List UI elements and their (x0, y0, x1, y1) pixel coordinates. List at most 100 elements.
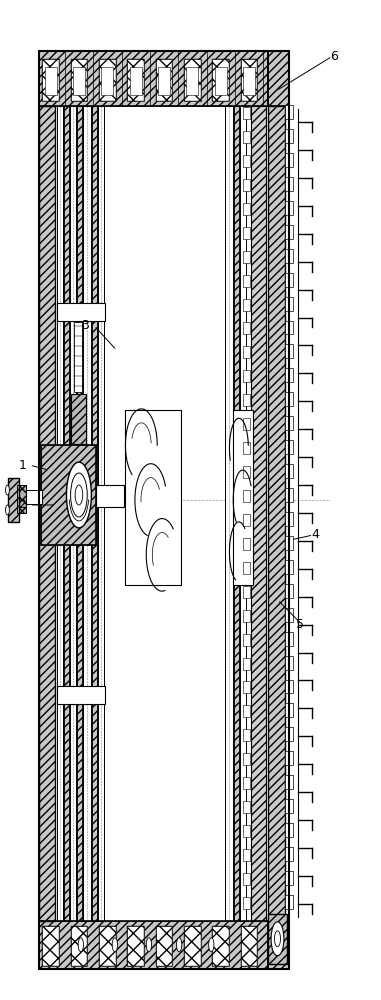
Bar (70, 59, 87, 101)
Bar (243, 873, 250, 885)
Bar (285, 680, 293, 693)
Bar (285, 751, 293, 765)
Bar (240, 106, 246, 921)
Bar (74, 322, 82, 392)
Bar (243, 203, 250, 215)
Bar (285, 464, 293, 478)
Bar (268, 51, 289, 106)
Bar (156, 59, 172, 101)
Bar (39, 921, 268, 969)
Circle shape (271, 922, 284, 956)
Bar (98, 106, 104, 921)
Bar (99, 59, 115, 101)
Bar (127, 59, 144, 101)
Bar (243, 897, 250, 909)
Bar (285, 656, 293, 670)
Circle shape (75, 485, 83, 505)
Circle shape (6, 505, 9, 515)
Bar (243, 705, 250, 717)
Bar (241, 59, 258, 101)
Bar (92, 106, 98, 921)
Bar (285, 392, 293, 406)
Bar (45, 67, 57, 95)
Bar (241, 926, 258, 966)
Bar (243, 322, 250, 334)
Bar (285, 105, 293, 119)
Bar (268, 51, 289, 106)
Bar (243, 610, 250, 622)
Bar (243, 801, 250, 813)
Bar (285, 201, 293, 215)
Bar (77, 106, 82, 921)
Bar (99, 926, 115, 966)
Bar (268, 106, 285, 921)
Bar (243, 275, 250, 287)
Bar (184, 926, 201, 966)
Bar (285, 225, 293, 239)
Bar (243, 251, 250, 263)
Bar (8, 478, 19, 522)
Bar (17, 485, 26, 513)
Bar (285, 321, 293, 334)
Bar (42, 59, 59, 101)
Bar (70, 106, 76, 921)
Bar (42, 926, 59, 966)
Bar (58, 106, 63, 921)
Bar (243, 681, 250, 693)
Bar (83, 106, 91, 921)
Bar (243, 586, 250, 598)
Bar (243, 658, 250, 670)
Bar (268, 106, 285, 921)
Circle shape (209, 938, 214, 952)
Bar (243, 227, 250, 239)
Bar (234, 106, 239, 921)
Bar (101, 67, 113, 95)
Bar (285, 344, 293, 358)
Bar (285, 632, 293, 646)
Bar (213, 59, 229, 101)
Bar (8, 478, 19, 522)
Bar (158, 67, 170, 95)
Bar (243, 442, 250, 454)
Text: 5: 5 (296, 618, 304, 631)
Bar (268, 914, 287, 964)
Bar (42, 59, 59, 101)
Bar (285, 153, 293, 167)
Bar (156, 926, 172, 966)
Bar (39, 51, 268, 106)
Bar (268, 914, 287, 964)
Bar (243, 107, 250, 119)
Bar (58, 303, 105, 320)
Bar (42, 926, 59, 966)
Text: 2: 2 (18, 498, 26, 511)
Bar (285, 799, 293, 813)
Bar (243, 825, 250, 837)
Bar (96, 485, 124, 507)
Bar (285, 727, 293, 741)
Bar (243, 466, 250, 478)
Bar (130, 67, 142, 95)
Bar (184, 926, 201, 966)
Circle shape (70, 473, 87, 517)
Bar (285, 249, 293, 263)
Bar (285, 536, 293, 550)
Bar (17, 485, 26, 513)
Bar (243, 777, 250, 789)
Bar (234, 106, 239, 921)
Bar (285, 847, 293, 861)
Bar (243, 418, 250, 430)
Bar (241, 926, 258, 966)
Text: 1: 1 (18, 459, 26, 472)
Bar (127, 926, 144, 966)
Bar (285, 416, 293, 430)
Bar (243, 562, 250, 574)
Bar (99, 926, 115, 966)
Bar (70, 59, 87, 101)
Bar (241, 59, 258, 101)
Bar (285, 512, 293, 526)
Bar (39, 106, 55, 921)
Bar (268, 921, 289, 969)
Bar (243, 849, 250, 861)
Bar (184, 59, 201, 101)
Bar (285, 129, 293, 143)
